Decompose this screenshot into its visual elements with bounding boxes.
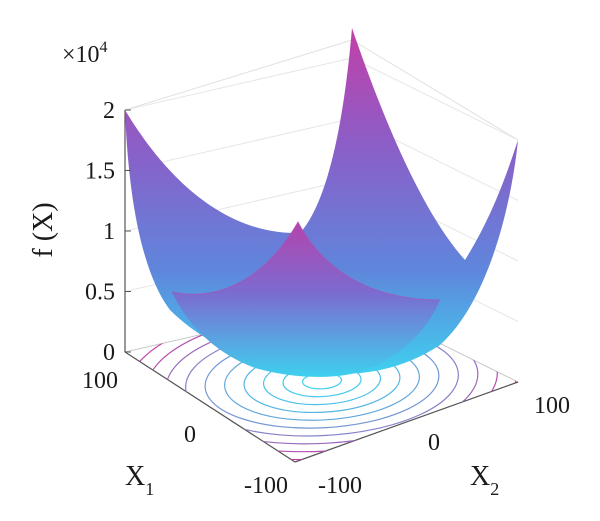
z-tick-label: 2 bbox=[103, 98, 115, 124]
grid-line bbox=[351, 39, 519, 141]
x2-tick-100: 100 bbox=[534, 393, 570, 419]
x2-tick-minus-100: -100 bbox=[318, 473, 362, 499]
x2-tick-0: 0 bbox=[428, 430, 440, 456]
x1-tick-100: 100 bbox=[82, 368, 118, 394]
grid-line bbox=[124, 118, 353, 171]
z-multiplier: ×104 bbox=[62, 39, 108, 68]
x1-tick-minus-100: -100 bbox=[244, 473, 288, 499]
z-tick-label: 0 bbox=[103, 340, 115, 366]
surface bbox=[125, 28, 518, 377]
x1-axis-line bbox=[124, 351, 296, 463]
grid-line bbox=[351, 57, 519, 141]
surface-front-sheet bbox=[172, 222, 440, 377]
z-axis-label: f (X) bbox=[28, 202, 59, 257]
x1-axis-ticks: 100 0 -100 bbox=[82, 368, 288, 499]
x2-axis-label: X2 bbox=[470, 461, 499, 499]
z-axis-ticks: 0 0.5 1 1.5 2 bbox=[85, 98, 131, 366]
z-tick-label: 1.5 bbox=[85, 159, 115, 185]
surface-back-sheet bbox=[125, 28, 518, 374]
z-tick-label: 0.5 bbox=[85, 280, 115, 306]
x1-tick-0: 0 bbox=[184, 422, 196, 448]
x2-axis-ticks: -100 0 100 bbox=[318, 393, 570, 499]
x2-axis-line bbox=[294, 381, 519, 463]
grid-line bbox=[124, 57, 353, 111]
surface-front-edge bbox=[171, 220, 441, 301]
z-tick-label: 1 bbox=[103, 219, 115, 245]
grid-line bbox=[124, 39, 353, 111]
x1-axis-label: X1 bbox=[125, 461, 154, 499]
